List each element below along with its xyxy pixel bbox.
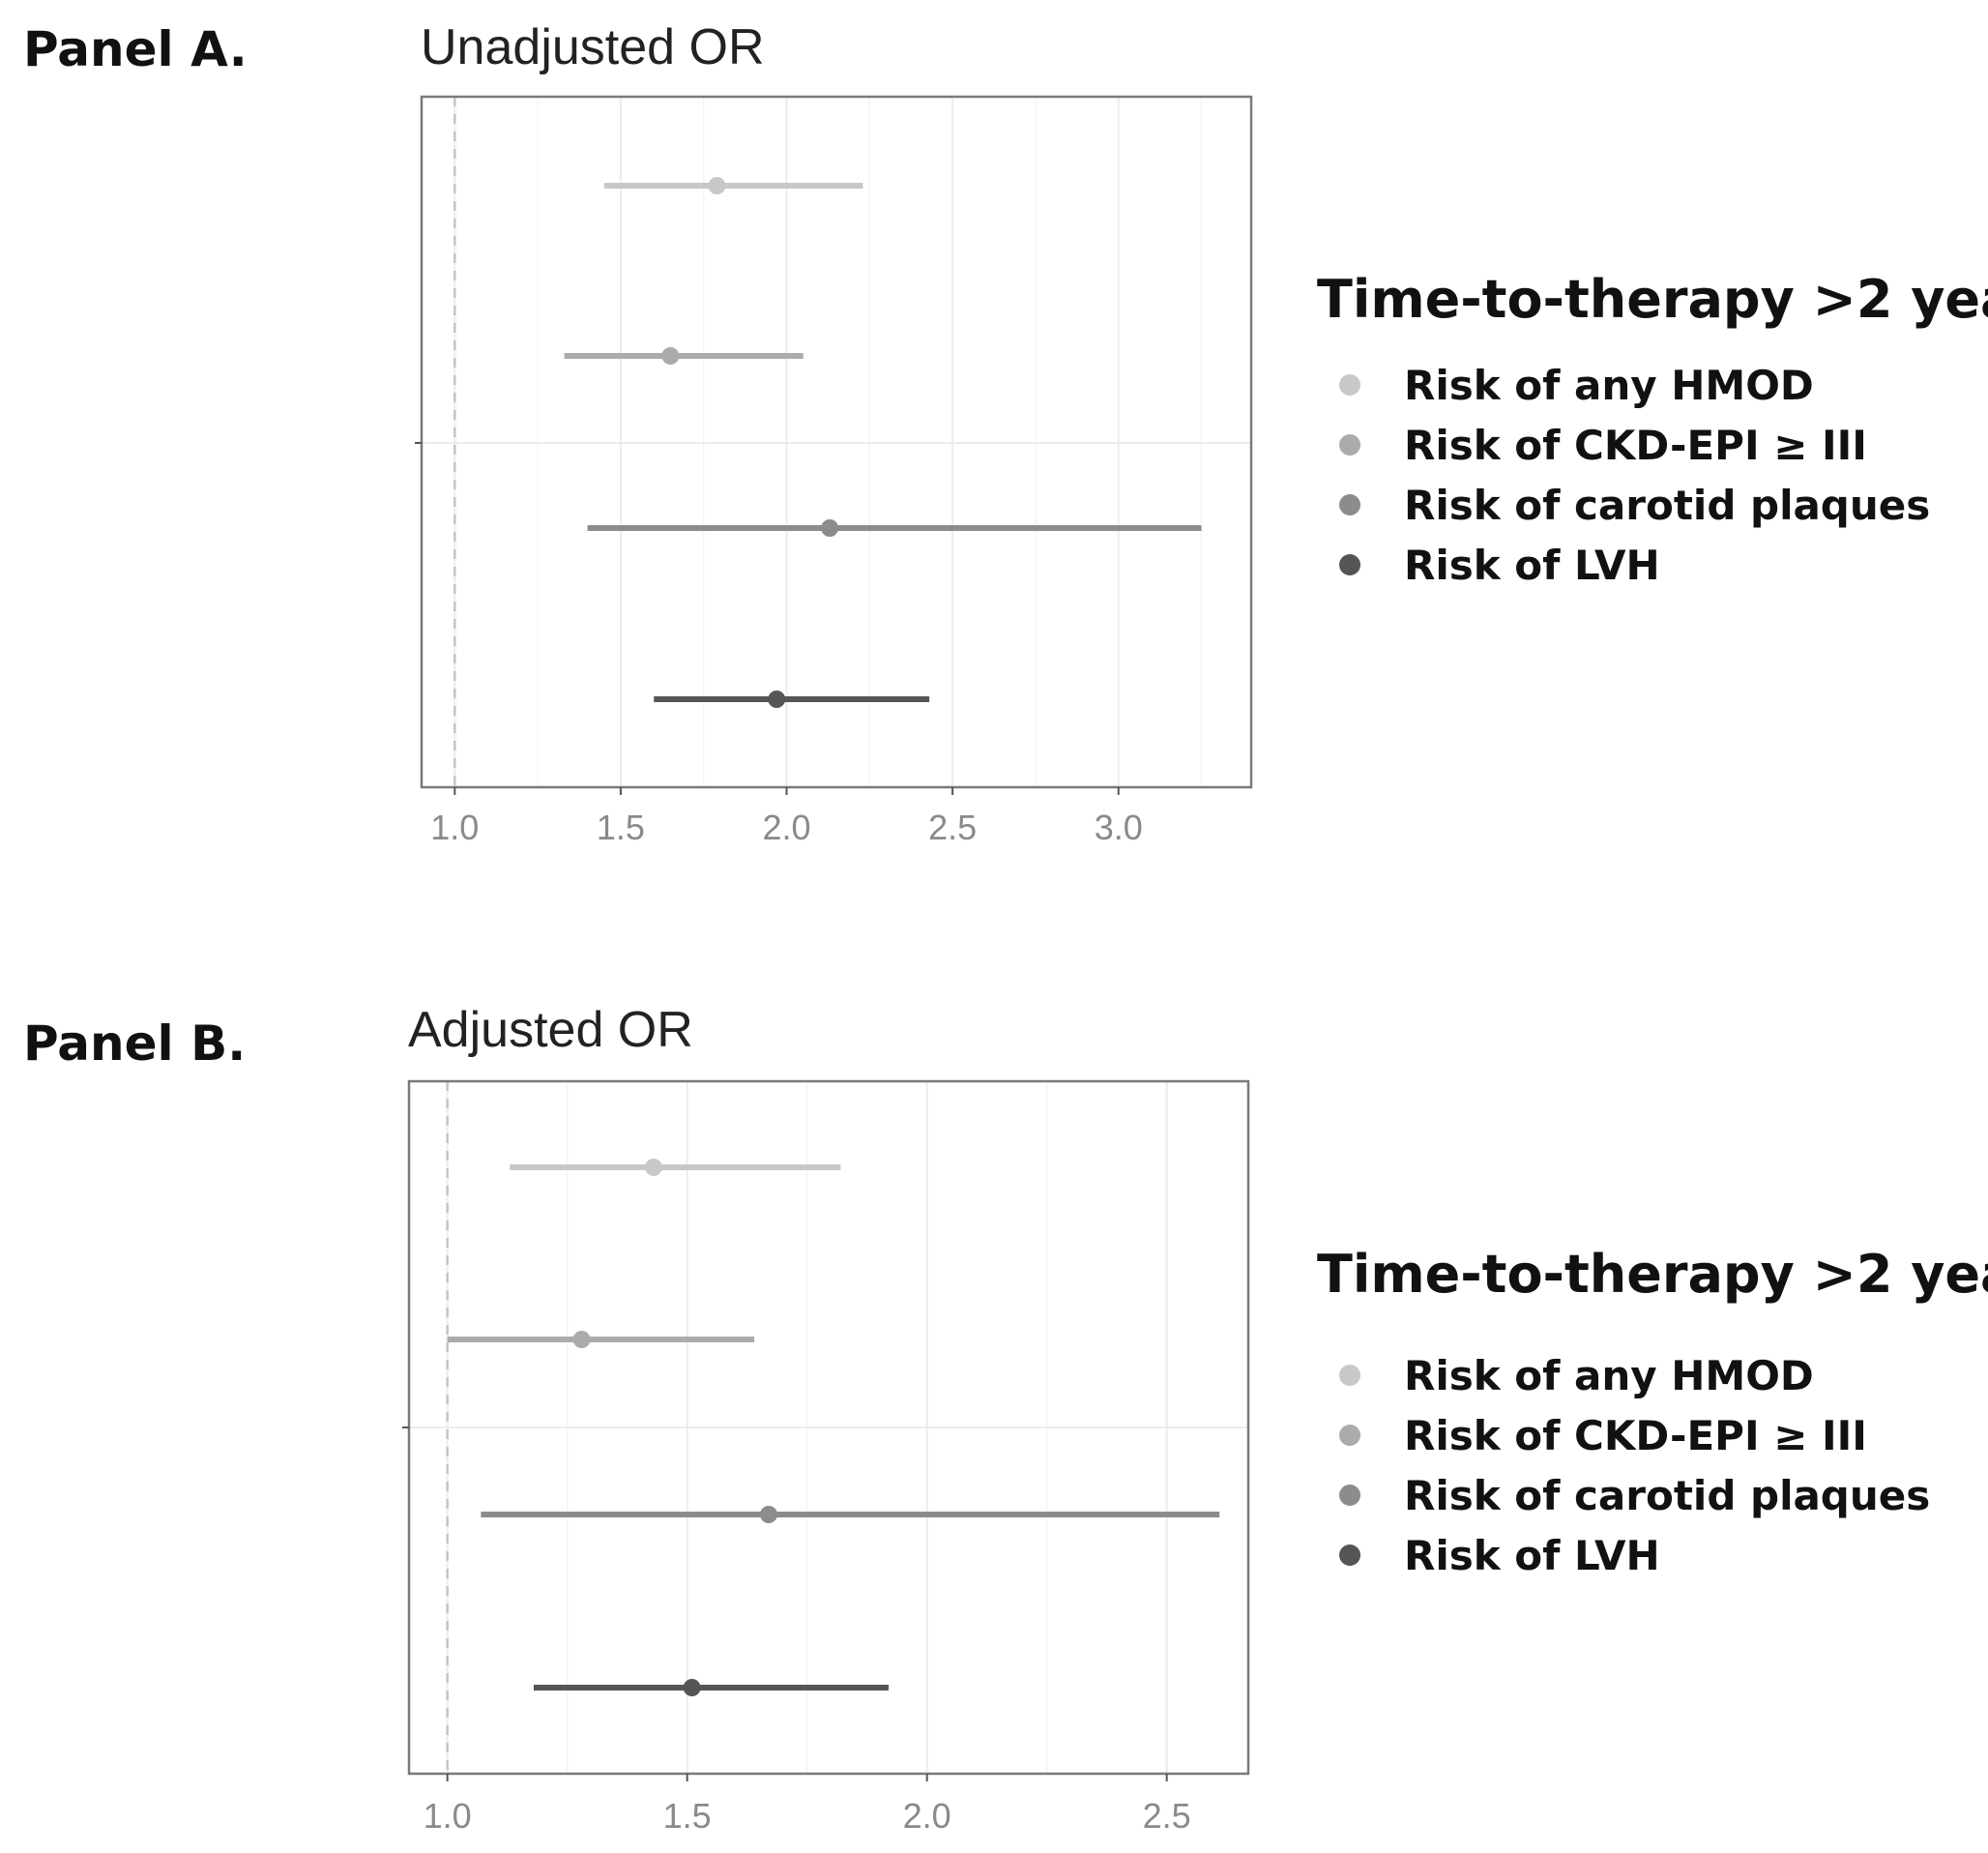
panel-a-or-point-3 <box>821 519 839 537</box>
panel-a-or-point-1 <box>708 177 726 194</box>
panel-a-x-tick-label: 1.0 <box>430 808 479 847</box>
panel-b-legend-key-2 <box>1339 1425 1360 1446</box>
panel-b-legend: Time-to-therapy >2 years Risk of any HMO… <box>1317 1244 1988 1579</box>
panel-a-plot: 1.0 1.5 2.0 2.5 3.0 <box>415 95 1253 847</box>
panel-a-legend: Time-to-therapy >2 years Risk of any HMO… <box>1317 269 1988 589</box>
panel-b-plot: 1.0 1.5 2.0 2.5 <box>402 1079 1250 1836</box>
panel-a: Panel A. Unadjusted OR 1.0 1.5 2.0 2.5 3.0 T… <box>23 19 1988 847</box>
panel-b-legend-label-4: Risk of LVH <box>1404 1532 1660 1579</box>
panel-a-x-tick-label: 3.0 <box>1095 808 1143 847</box>
panel-a-title: Unadjusted OR <box>421 19 765 75</box>
panel-b-or-point-3 <box>760 1506 777 1523</box>
panel-a-legend-label-1: Risk of any HMOD <box>1404 362 1814 409</box>
panel-b-title: Adjusted OR <box>408 1002 693 1058</box>
panel-b-x-tick-label: 2.0 <box>903 1796 951 1836</box>
panel-b-legend-label-1: Risk of any HMOD <box>1404 1352 1814 1399</box>
panel-b-legend-key-4 <box>1339 1544 1360 1566</box>
panel-a-legend-label-4: Risk of LVH <box>1404 542 1660 589</box>
panel-a-legend-key-2 <box>1339 434 1360 456</box>
panel-b-legend-key-1 <box>1339 1365 1360 1386</box>
panel-b-legend-label-3: Risk of carotid plaques <box>1404 1472 1930 1519</box>
panel-a-or-point-4 <box>768 691 786 708</box>
panel-a-legend-key-3 <box>1339 494 1360 515</box>
panel-b-or-point-2 <box>572 1331 591 1348</box>
panel-a-x-tick-label: 2.5 <box>928 808 977 847</box>
panel-a-label: Panel A. <box>23 21 248 77</box>
panel-a-legend-label-2: Risk of CKD-EPI ≥ III <box>1404 422 1867 469</box>
panel-a-x-tick-label: 1.5 <box>597 808 645 847</box>
panel-b-x-tick-label: 2.5 <box>1143 1796 1191 1836</box>
panel-a-or-point-2 <box>661 347 680 365</box>
panel-b-or-point-4 <box>683 1679 701 1696</box>
panel-b-label: Panel B. <box>23 1015 246 1072</box>
panel-b: Panel B. Adjusted OR 1.0 1.5 2.0 2.5 Time-t… <box>23 1002 1988 1836</box>
panel-b-x-tick-label: 1.5 <box>663 1796 712 1836</box>
panel-b-x-tick-label: 1.0 <box>424 1796 472 1836</box>
panel-a-x-tick-label: 2.0 <box>762 808 810 847</box>
panel-b-legend-key-3 <box>1339 1485 1360 1506</box>
panel-a-legend-title: Time-to-therapy >2 years <box>1317 269 1988 330</box>
panel-a-legend-key-1 <box>1339 374 1360 396</box>
panel-b-legend-title: Time-to-therapy >2 years <box>1317 1244 1988 1305</box>
panel-b-or-point-1 <box>644 1159 662 1176</box>
panel-b-legend-label-2: Risk of CKD-EPI ≥ III <box>1404 1412 1867 1459</box>
panel-a-legend-key-4 <box>1339 554 1360 575</box>
panel-a-legend-label-3: Risk of carotid plaques <box>1404 482 1930 529</box>
